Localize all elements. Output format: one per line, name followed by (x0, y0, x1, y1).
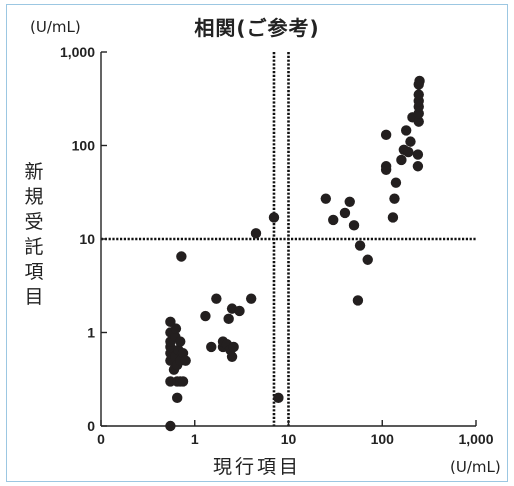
scatter-point (223, 313, 234, 325)
x-tick-label-0: 0 (97, 431, 105, 447)
scatter-point (228, 341, 239, 353)
y-tick-label-4: 1,000 (60, 44, 95, 60)
scatter-point (170, 323, 182, 334)
y-tick-label-0: 0 (87, 418, 95, 434)
x-axis-label: 現行項目 (212, 456, 301, 478)
scatter-point (245, 293, 257, 304)
scatter-point (389, 193, 400, 204)
scatter-point (211, 293, 222, 304)
reference-lines (101, 52, 476, 426)
data-points (165, 75, 425, 432)
y-tick-label-3: 100 (72, 138, 96, 154)
scatter-point (177, 376, 189, 387)
scatter-point (396, 154, 407, 166)
scatter-point (412, 161, 424, 172)
scatter-point (380, 129, 392, 141)
scatter-point (414, 75, 425, 87)
scatter-point (413, 89, 424, 100)
scatter-point (344, 196, 355, 207)
scatter-point (328, 214, 339, 226)
scatter-point (400, 125, 412, 136)
scatter-point (165, 420, 176, 432)
x-tick-label-3: 100 (371, 431, 395, 447)
scatter-point (390, 177, 402, 188)
scatter-point (273, 392, 284, 404)
scatter-point (339, 207, 351, 219)
x-axis-unit: (U/mL) (450, 458, 501, 476)
x-tick-label-2: 10 (281, 431, 297, 447)
scatter-point (172, 392, 183, 404)
scatter-point (234, 305, 245, 317)
scatter-point (413, 116, 424, 127)
y-axis-label: 新規受託項目 (24, 161, 44, 308)
scatter-point (348, 220, 360, 231)
scatter-point (362, 254, 373, 265)
scatter-point (176, 251, 187, 262)
x-tick-label-1: 1 (191, 431, 199, 447)
scatter-point (405, 136, 416, 147)
scatter-point (412, 149, 424, 160)
scatter-point (180, 355, 191, 366)
scatter-point (352, 295, 364, 306)
scatter-point (354, 240, 366, 251)
chart-title: 相関(ご参考) (194, 16, 320, 40)
scatter-point (387, 212, 399, 223)
scatter-point (175, 336, 186, 347)
scatter-point (403, 146, 414, 158)
scatter-point (380, 161, 392, 172)
x-tick-label-4: 1,000 (458, 431, 493, 447)
y-axis-unit: (U/mL) (30, 18, 81, 36)
y-tick-label-1: 1 (87, 325, 95, 341)
y-tick-label-2: 10 (79, 231, 95, 247)
scatter-point (226, 351, 238, 362)
chart-frame (6, 4, 508, 482)
scatter-point (320, 193, 332, 204)
scatter-point (250, 228, 262, 239)
scatter-point (268, 212, 280, 223)
scatter-point (206, 341, 217, 353)
ticks: 0 1 10 100 1,000 0 1 10 100 1,000 (60, 44, 494, 447)
scatter-point (200, 310, 211, 322)
